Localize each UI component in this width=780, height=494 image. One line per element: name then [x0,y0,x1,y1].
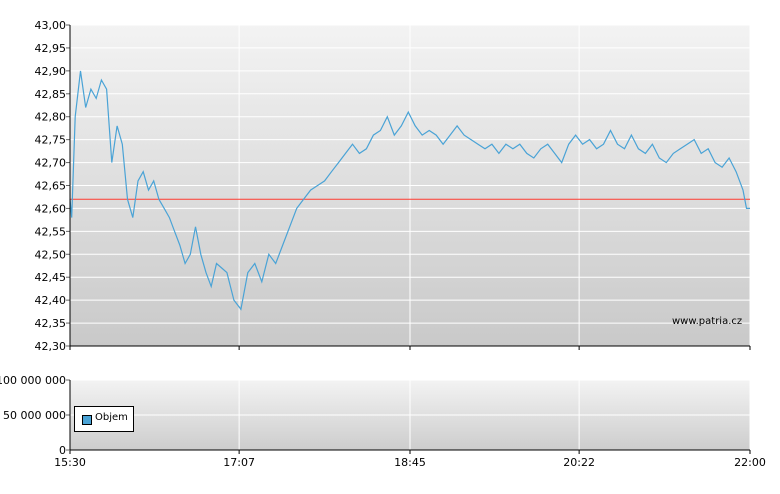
price-tick-label: 42,30 [35,340,67,353]
price-tick-label: 42,55 [35,225,67,238]
x-tick-label: 15:30 [54,456,86,469]
price-tick-label: 42,90 [35,65,67,78]
price-tick-label: 42,80 [35,111,67,124]
legend: Objem [74,406,134,432]
price-tick-label: 42,50 [35,248,67,261]
watermark: www.patria.cz [672,316,743,327]
price-tick-label: 42,65 [35,180,67,193]
price-tick-label: 42,35 [35,317,67,330]
price-tick-label: 42,75 [35,134,67,147]
price-tick-label: 42,85 [35,88,67,101]
volume-tick-label: 0 [59,444,66,457]
price-tick-label: 42,95 [35,42,67,55]
legend-label-objem: Objem [95,412,128,423]
legend-swatch-objem [82,415,92,425]
x-tick-label: 17:07 [223,456,255,469]
volume-tick-label: 100 000 000 [0,374,66,387]
price-tick-label: 43,00 [35,19,67,32]
price-series-line [69,70,750,311]
x-tick-label: 20:22 [563,456,595,469]
volume-tick-label: 50 000 000 [3,409,66,422]
price-tick-label: 42,40 [35,294,67,307]
price-tick-label: 42,60 [35,202,67,215]
price-tick-label: 42,45 [35,271,67,284]
price-tick-label: 42,70 [35,157,67,170]
x-tick-label: 22:00 [734,456,766,469]
x-tick-label: 18:45 [394,456,426,469]
